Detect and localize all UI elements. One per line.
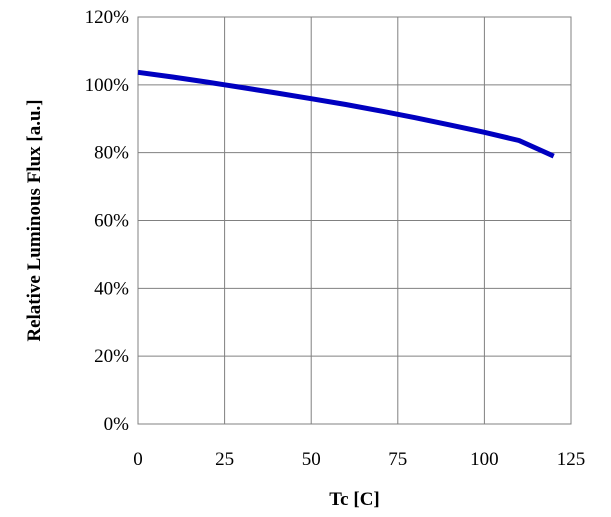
y-tick-label: 60% [94,211,129,232]
y-tick-label: 80% [94,143,129,164]
x-tick-label: 0 [133,449,143,470]
y-axis-label: Relative Luminous Flux [a.u.] [24,99,45,341]
series-group [137,69,555,159]
y-axis-ticks: 0% 20% 40% 60% 80% 100% 120% [85,7,130,435]
y-tick-label: 40% [94,278,129,299]
x-tick-label: 50 [302,449,321,470]
y-tick-label: 100% [85,75,130,96]
x-axis-ticks: 0 25 50 75 100 125 [133,449,585,470]
y-tick-label: 20% [94,346,129,367]
x-tick-label: 125 [557,449,586,470]
x-axis-label: Tc [C] [329,489,380,510]
y-tick-label: 0% [104,414,130,435]
series-line [137,69,555,159]
grid [137,16,572,425]
y-tick-label: 120% [85,7,130,28]
x-tick-label: 25 [215,449,234,470]
x-tick-label: 75 [388,449,407,470]
plot-frame [137,16,572,425]
x-tick-label: 100 [470,449,499,470]
